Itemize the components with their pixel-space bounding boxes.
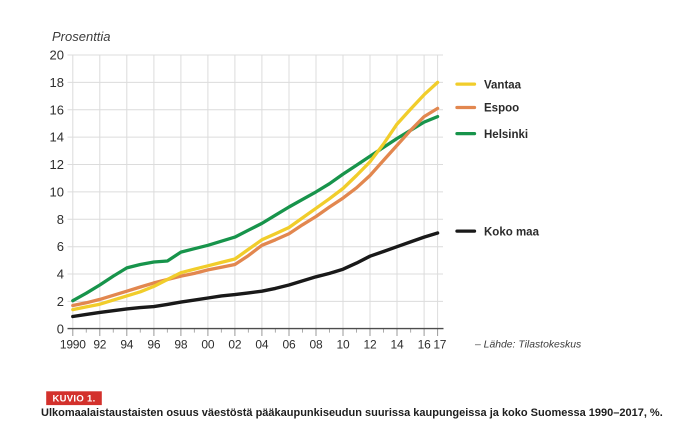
svg-text:10: 10	[337, 338, 350, 352]
svg-text:Helsinki: Helsinki	[484, 129, 528, 141]
svg-text:10: 10	[50, 184, 64, 199]
svg-text:00: 00	[201, 338, 214, 352]
svg-text:94: 94	[120, 338, 133, 352]
svg-text:2: 2	[57, 294, 64, 309]
svg-text:92: 92	[93, 338, 106, 352]
svg-text:14: 14	[50, 130, 64, 145]
svg-text:18: 18	[50, 75, 64, 90]
svg-text:0: 0	[57, 321, 64, 336]
svg-text:Koko maa: Koko maa	[484, 226, 540, 238]
svg-text:98: 98	[174, 338, 187, 352]
svg-text:Ulkomaalaistaustaisten osuus v: Ulkomaalaistaustaisten osuus väestöstä p…	[41, 407, 663, 419]
svg-text:12: 12	[50, 157, 64, 172]
svg-text:08: 08	[310, 338, 323, 352]
svg-text:8: 8	[57, 212, 64, 227]
svg-text:– Lähde: Tilastokeskus: – Lähde: Tilastokeskus	[474, 340, 581, 351]
svg-text:14: 14	[391, 338, 404, 352]
svg-text:04: 04	[255, 338, 268, 352]
svg-text:KUVIO 1.: KUVIO 1.	[52, 394, 95, 405]
svg-text:16: 16	[418, 338, 431, 352]
svg-text:Prosenttia: Prosenttia	[52, 29, 111, 44]
svg-text:4: 4	[57, 267, 64, 282]
svg-text:16: 16	[50, 102, 64, 117]
svg-text:20: 20	[50, 48, 64, 63]
svg-text:17: 17	[433, 338, 446, 352]
svg-text:12: 12	[364, 338, 377, 352]
svg-text:Vantaa: Vantaa	[484, 79, 522, 91]
svg-text:06: 06	[283, 338, 296, 352]
svg-text:1990: 1990	[60, 338, 86, 352]
svg-text:Espoo: Espoo	[484, 103, 519, 115]
svg-text:6: 6	[57, 239, 64, 254]
svg-text:96: 96	[147, 338, 160, 352]
svg-text:02: 02	[228, 338, 241, 352]
